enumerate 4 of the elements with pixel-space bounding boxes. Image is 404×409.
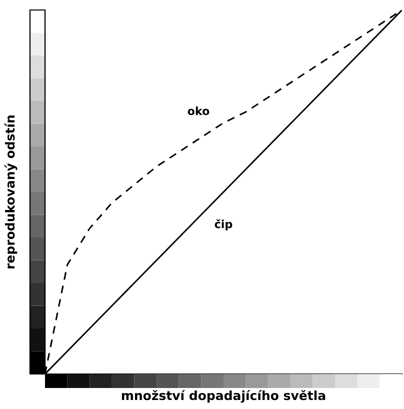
series-label: čip (214, 219, 232, 230)
x-axis-title: množství dopadajícího světla (122, 390, 326, 403)
series-label: oko (188, 106, 210, 116)
y-axis-title: reprodukovaný odstín (4, 116, 18, 268)
